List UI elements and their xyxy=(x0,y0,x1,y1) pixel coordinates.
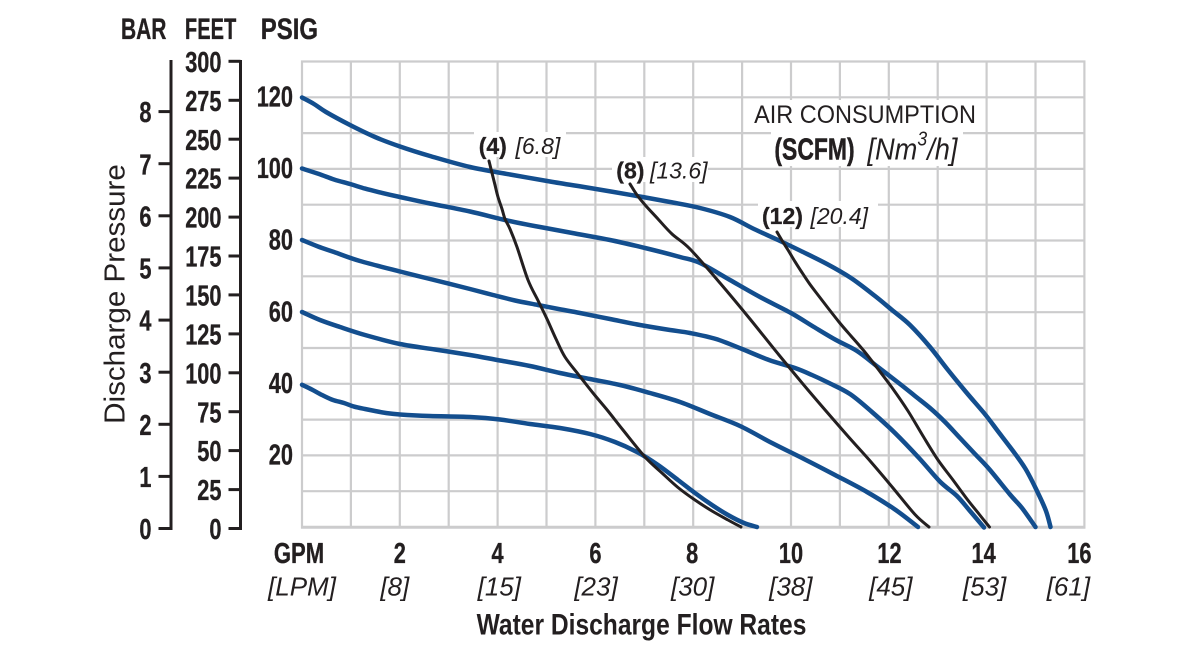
svg-text:60: 60 xyxy=(269,296,293,328)
svg-text:[30]: [30] xyxy=(670,572,715,602)
svg-text:[20.4]: [20.4] xyxy=(810,203,869,229)
svg-text:GPM: GPM xyxy=(274,538,324,570)
svg-text:BAR: BAR xyxy=(121,13,167,45)
svg-text:150: 150 xyxy=(185,281,221,313)
svg-text:14: 14 xyxy=(972,538,997,570)
svg-text:[53]: [53] xyxy=(962,572,1007,602)
svg-text:2: 2 xyxy=(139,410,151,442)
svg-text:100: 100 xyxy=(185,359,221,391)
svg-text:[45]: [45] xyxy=(868,572,913,602)
svg-text:8: 8 xyxy=(139,97,151,129)
svg-text:(8): (8) xyxy=(616,158,644,184)
svg-text:75: 75 xyxy=(197,397,221,429)
svg-text:Discharge Pressure: Discharge Pressure xyxy=(99,164,132,424)
svg-text:FEET: FEET xyxy=(185,13,237,46)
svg-text:[Nm3/h]: [Nm3/h] xyxy=(866,127,958,166)
svg-text:[13.6]: [13.6] xyxy=(649,158,708,184)
svg-text:Water Discharge Flow Rates: Water Discharge Flow Rates xyxy=(477,607,807,641)
svg-text:1: 1 xyxy=(139,462,151,494)
svg-text:[23]: [23] xyxy=(573,572,618,602)
svg-text:250: 250 xyxy=(185,125,221,157)
svg-text:6: 6 xyxy=(589,538,601,570)
svg-text:50: 50 xyxy=(197,436,221,468)
svg-text:PSIG: PSIG xyxy=(261,11,318,45)
svg-text:[8]: [8] xyxy=(379,572,410,602)
svg-text:[15]: [15] xyxy=(477,572,522,602)
svg-text:(4): (4) xyxy=(479,133,507,159)
svg-text:[38]: [38] xyxy=(768,572,813,602)
svg-text:4: 4 xyxy=(139,306,152,338)
svg-text:(12): (12) xyxy=(762,203,803,229)
svg-text:6: 6 xyxy=(139,202,151,234)
svg-text:125: 125 xyxy=(185,320,221,352)
svg-text:AIR CONSUMPTION: AIR CONSUMPTION xyxy=(754,101,976,129)
svg-text:12: 12 xyxy=(877,538,901,570)
svg-text:5: 5 xyxy=(139,254,151,286)
svg-text:200: 200 xyxy=(185,203,221,235)
svg-text:0: 0 xyxy=(209,514,221,546)
svg-text:8: 8 xyxy=(686,538,698,570)
svg-text:(SCFM): (SCFM) xyxy=(774,131,854,166)
svg-text:120: 120 xyxy=(257,82,293,114)
svg-text:80: 80 xyxy=(269,225,293,257)
svg-text:0: 0 xyxy=(139,514,151,546)
svg-text:4: 4 xyxy=(492,538,505,570)
svg-text:7: 7 xyxy=(139,149,151,181)
svg-text:[LPM]: [LPM] xyxy=(267,572,337,602)
svg-text:16: 16 xyxy=(1067,538,1091,570)
svg-text:20: 20 xyxy=(269,440,293,472)
svg-text:175: 175 xyxy=(185,242,221,274)
svg-text:25: 25 xyxy=(197,475,221,507)
svg-text:300: 300 xyxy=(185,47,221,79)
svg-text:275: 275 xyxy=(185,86,221,118)
svg-text:225: 225 xyxy=(185,164,221,196)
svg-text:3: 3 xyxy=(139,358,151,390)
svg-text:2: 2 xyxy=(394,538,406,570)
svg-text:100: 100 xyxy=(257,153,293,185)
svg-text:[6.8]: [6.8] xyxy=(515,133,561,159)
svg-text:[61]: [61] xyxy=(1046,572,1091,602)
svg-text:10: 10 xyxy=(779,538,803,570)
svg-text:40: 40 xyxy=(269,368,293,400)
